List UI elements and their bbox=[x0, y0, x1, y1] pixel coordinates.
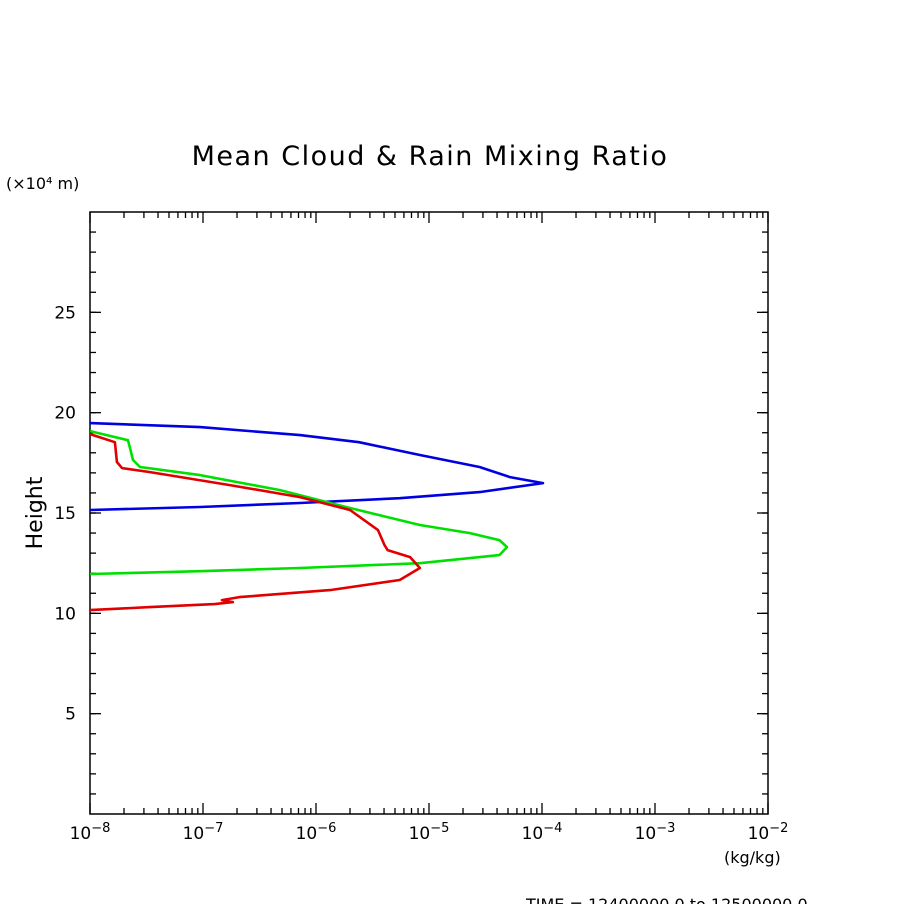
x-tick-label: 10−2 bbox=[748, 821, 789, 844]
x-tick-label: 10−8 bbox=[70, 821, 111, 844]
profile-line bbox=[89, 429, 509, 576]
y-tick-label: 20 bbox=[54, 404, 76, 424]
profile-line bbox=[89, 421, 545, 512]
x-tick-label: 10−6 bbox=[296, 821, 337, 844]
y-tick-label: 10 bbox=[54, 604, 76, 624]
y-tick-label: 25 bbox=[54, 303, 76, 323]
y-tick-label: 15 bbox=[54, 504, 76, 524]
x-tick-label: 10−5 bbox=[409, 821, 450, 844]
x-tick-label: 10−7 bbox=[183, 821, 224, 844]
x-unit: (kg/kg) bbox=[724, 848, 781, 867]
y-unit: (×10⁴ m) bbox=[6, 174, 79, 193]
x-tick-label: 10−3 bbox=[635, 821, 676, 844]
y-tick-label: 5 bbox=[65, 705, 76, 725]
footer: TIME = 12400000.0 to 12500000.0 bbox=[525, 895, 808, 904]
chart-title: Mean Cloud & Rain Mixing Ratio bbox=[192, 141, 669, 172]
profile-line bbox=[89, 432, 422, 612]
y-axis-label: Height bbox=[23, 476, 48, 549]
x-tick-label: 10−4 bbox=[522, 821, 563, 844]
